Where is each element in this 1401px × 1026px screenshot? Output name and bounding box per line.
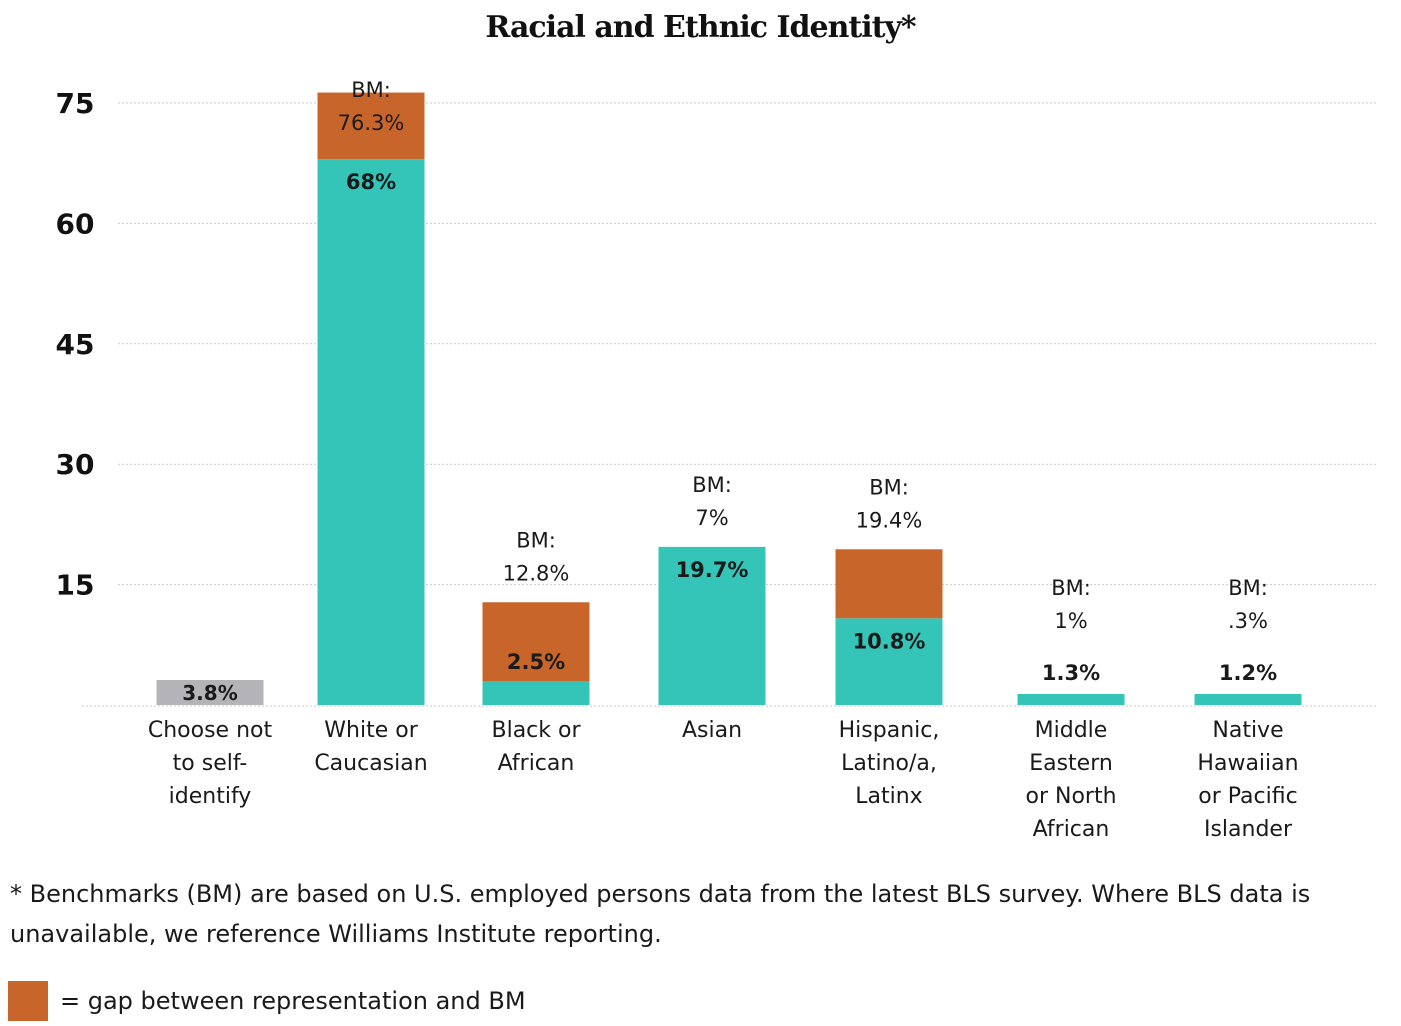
bm-prefix-label: BM: [516, 528, 556, 552]
bar-representation [1194, 694, 1302, 705]
category-label: Native [1212, 718, 1283, 743]
y-tick-label: 60 [56, 207, 95, 240]
category-label: Middle [1035, 718, 1108, 743]
value-label: 3.8% [182, 681, 237, 705]
category-label: Islander [1204, 817, 1293, 842]
category-label: or Pacific [1198, 784, 1297, 809]
category-label: Asian [682, 718, 742, 743]
bm-value-label: 76.3% [338, 111, 405, 135]
legend-label: = gap between representation and BM [60, 987, 526, 1015]
bar-representation [835, 618, 943, 705]
category-label: Eastern [1029, 751, 1113, 776]
value-label: 2.5% [507, 650, 565, 674]
legend: = gap between representation and BM [8, 980, 526, 1022]
category-label: African [1033, 817, 1110, 842]
y-tick-label: 75 [56, 87, 95, 120]
bar-chart: 15 30 45 60 75 3.8% Choose not to self-identif… [56, 78, 1378, 842]
bar-representation [482, 681, 590, 705]
bm-prefix-label: BM: [1228, 576, 1268, 600]
bm-value-label: 1% [1054, 609, 1087, 633]
bm-value-label: .3% [1228, 609, 1268, 633]
value-label: 1.2% [1219, 661, 1277, 685]
bm-prefix-label: BM: [692, 473, 732, 497]
category-label: or North [1025, 784, 1116, 809]
legend-gap-swatch [8, 981, 48, 1021]
category-label: Caucasian [314, 751, 427, 776]
category-label: Latino/a, [841, 751, 937, 776]
bar-representation [1017, 694, 1125, 705]
y-tick-label: 30 [56, 448, 95, 481]
category-label: Hawaiian [1197, 751, 1298, 776]
y-tick-label: 15 [56, 569, 95, 602]
bm-prefix-label: BM: [869, 475, 909, 499]
bar-representation [658, 546, 766, 705]
category-label: African [498, 751, 575, 776]
category-label: Hispanic, [839, 718, 940, 743]
y-tick-label: 45 [56, 328, 95, 361]
bm-value-label: 12.8% [503, 561, 570, 585]
bar-gap [317, 92, 425, 160]
category-label: Choose not [148, 718, 273, 743]
value-label: 68% [346, 170, 396, 194]
category-label: White or [324, 718, 418, 743]
bm-value-label: 7% [695, 506, 728, 530]
bar-no-answer [156, 680, 264, 705]
bm-prefix-label: BM: [351, 78, 391, 102]
bar-gap [835, 549, 943, 619]
category-label: Black or [491, 718, 581, 743]
bm-prefix-label: BM: [1051, 576, 1091, 600]
category-label: to self- [173, 751, 248, 776]
category-label: Latinx [855, 784, 922, 809]
chart-title: Racial and Ethnic Identity* [485, 10, 916, 45]
bar-representation [317, 159, 425, 706]
bm-value-label: 19.4% [856, 508, 923, 532]
value-label: 10.8% [853, 629, 926, 653]
category-label: identify [169, 784, 252, 809]
value-label: 1.3% [1042, 661, 1100, 685]
value-label: 19.7% [676, 558, 749, 582]
bar-gap [482, 602, 590, 681]
footnote: * Benchmarks (BM) are based on U.S. empl… [10, 880, 1311, 948]
